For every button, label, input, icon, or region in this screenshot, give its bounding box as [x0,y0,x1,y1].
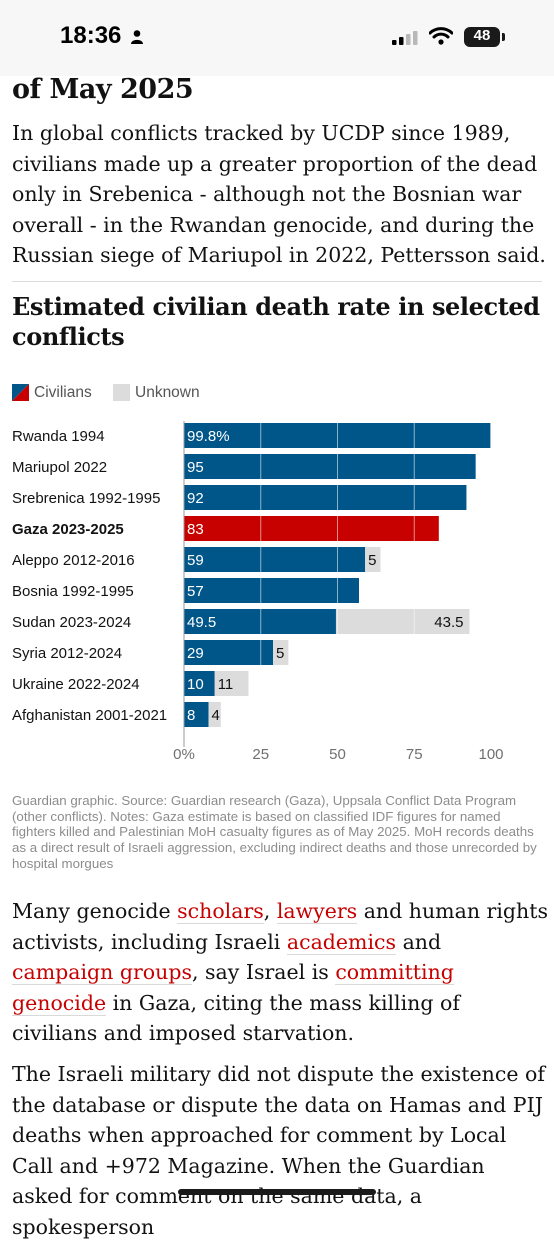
data-label-civilians: 92 [187,490,204,507]
category-label: Srebrenica 1992-1995 [12,490,160,507]
bar-unknown [208,702,221,727]
category-label: Ukraine 2022-2024 [12,676,140,693]
cellular-signal-icon [392,31,418,45]
bar-civilians [184,547,366,572]
bar-civilians [184,609,336,634]
bar-unknown [273,640,289,665]
bar-civilians [184,640,274,665]
x-tick-label: 100 [478,746,503,763]
article-headline: of May 2025 [12,74,194,105]
home-indicator[interactable] [178,1189,376,1195]
category-label: Rwanda 1994 [12,428,105,445]
status-time: 18:36 [60,22,122,49]
article-paragraph: In global conflicts tracked by UCDP sinc… [12,121,546,267]
link-scholars[interactable]: scholars [177,899,264,924]
legend-label-civilians: Civilians [34,384,92,401]
category-label: Bosnia 1992-1995 [12,583,134,600]
x-tick-label: 25 [252,746,269,763]
bar-unknown [365,547,381,572]
chart-source-note: Guardian graphic. Source: Guardian resea… [12,793,537,871]
bar-civilians [184,671,215,696]
article-paragraph-links: Many genocide scholars, lawyers and huma… [12,896,548,1049]
chart-title: Estimated civilian death rate in selecte… [12,292,540,351]
category-label: Afghanistan 2001-2021 [12,707,167,724]
category-label: Aleppo 2012-2016 [12,552,135,569]
person-icon [131,30,143,44]
text-run: , say Israel is [192,960,336,984]
text-run: , [263,899,277,923]
data-label-unknown: 11 [218,676,234,693]
data-label-civilians: 10 [187,676,204,693]
bar-unknown [335,609,470,634]
wifi-icon [429,27,453,45]
category-label: Syria 2012-2024 [12,645,122,662]
data-label-civilians: 99.8% [187,428,230,445]
data-label-unknown: 4 [212,707,220,724]
bar-unknown [214,671,249,696]
x-tick-label: 0% [173,746,195,763]
link-committing-genocide[interactable]: committing genocide [12,960,454,1016]
battery-icon: 48 [464,27,500,47]
data-label-civilians: 59 [187,552,204,569]
data-label-unknown: 5 [368,552,376,569]
legend-swatch-civilians [12,384,29,401]
data-label-unknown: 5 [276,645,284,662]
x-tick-label: 50 [329,746,346,763]
legend-label-unknown: Unknown [135,384,200,401]
data-label-civilians: 57 [187,583,204,600]
text-run: and [396,929,442,954]
bar-civilians [184,454,476,479]
x-tick-label: 75 [406,746,423,763]
text-run: in Gaza, citing the mass killing of civi… [12,990,460,1046]
category-label: Mariupol 2022 [12,459,107,476]
legend-swatch-unknown [113,384,130,401]
data-label-civilians: 83 [187,521,204,538]
status-bar: 18:36 48 [0,0,554,76]
bar-civilians [184,516,439,541]
bar-civilians [184,485,467,510]
bar-civilians [184,578,359,603]
data-label-civilians: 95 [187,459,204,476]
link-campaign-groups[interactable]: campaign groups [12,960,192,985]
text-run: and human rights activists, including Is… [12,899,548,954]
link-lawyers[interactable]: lawyers [276,899,358,924]
battery-level: 48 [473,27,491,44]
data-label-civilians: 49.5 [187,614,216,631]
data-label-civilians: 8 [187,707,195,724]
battery-tip [502,33,505,41]
data-label-unknown: 43.5 [434,614,463,631]
chart-divider [12,281,542,282]
bar-chart: Rwanda 1994 99.8% Mariupol 2022 95 Srebrenic… [12,421,504,763]
text-run: Many genocide [12,899,178,923]
category-label: Sudan 2023-2024 [12,614,131,631]
data-label-civilians: 29 [187,645,204,662]
category-label: Gaza 2023-2025 [12,521,124,538]
article-paragraph: The Israeli military did not dispute the… [12,1062,545,1239]
link-academics[interactable]: academics [286,929,397,955]
bar-civilians [184,702,209,727]
